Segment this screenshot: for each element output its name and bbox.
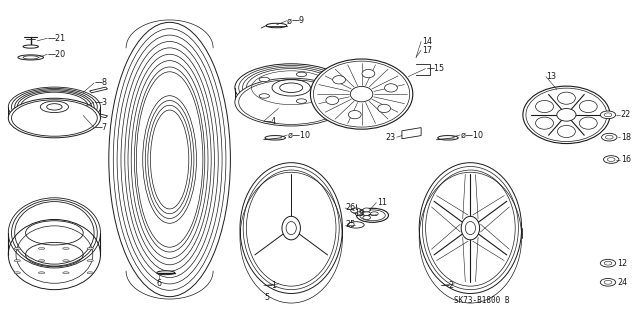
Text: 23: 23: [385, 133, 396, 142]
Ellipse shape: [378, 104, 390, 113]
Text: 18: 18: [621, 133, 631, 142]
Ellipse shape: [438, 136, 458, 140]
Ellipse shape: [38, 248, 45, 249]
Ellipse shape: [87, 248, 93, 249]
Text: 19: 19: [354, 209, 364, 218]
Ellipse shape: [18, 55, 44, 60]
Ellipse shape: [385, 84, 397, 92]
Ellipse shape: [296, 99, 307, 103]
Ellipse shape: [14, 260, 20, 262]
Text: 22: 22: [621, 110, 631, 119]
Ellipse shape: [8, 98, 100, 138]
Ellipse shape: [265, 136, 285, 140]
Ellipse shape: [557, 125, 575, 137]
Ellipse shape: [348, 222, 364, 228]
Ellipse shape: [419, 163, 522, 293]
Text: 16: 16: [621, 155, 631, 164]
Ellipse shape: [579, 100, 597, 113]
Text: —3: —3: [95, 98, 108, 107]
Text: 5: 5: [264, 293, 269, 302]
Ellipse shape: [235, 64, 348, 112]
Ellipse shape: [363, 208, 371, 212]
Ellipse shape: [310, 59, 413, 129]
Ellipse shape: [461, 216, 479, 240]
Ellipse shape: [600, 278, 616, 286]
Polygon shape: [402, 128, 421, 139]
Text: ø: ø: [287, 16, 292, 25]
Ellipse shape: [266, 23, 287, 28]
Ellipse shape: [523, 86, 610, 144]
Text: —8: —8: [95, 78, 108, 87]
Text: —1: —1: [264, 281, 277, 290]
Ellipse shape: [14, 248, 20, 249]
Polygon shape: [90, 112, 108, 118]
Polygon shape: [90, 87, 108, 93]
Ellipse shape: [600, 111, 616, 119]
Ellipse shape: [157, 271, 175, 275]
Text: —9: —9: [291, 16, 305, 25]
Ellipse shape: [87, 272, 93, 274]
Ellipse shape: [356, 208, 388, 222]
Ellipse shape: [363, 216, 371, 219]
Text: 13: 13: [547, 72, 557, 81]
Ellipse shape: [351, 208, 361, 213]
Ellipse shape: [235, 78, 348, 126]
Ellipse shape: [259, 94, 269, 98]
Text: —21: —21: [48, 34, 66, 43]
Ellipse shape: [319, 85, 330, 90]
Text: —2: —2: [442, 281, 455, 290]
Text: 6: 6: [156, 279, 161, 288]
Ellipse shape: [333, 76, 346, 84]
Ellipse shape: [87, 260, 93, 262]
Ellipse shape: [536, 117, 554, 129]
Ellipse shape: [602, 133, 617, 141]
Text: ø—10: ø—10: [288, 130, 311, 139]
Polygon shape: [289, 214, 332, 265]
Text: 17: 17: [422, 46, 433, 55]
Text: acura: acura: [367, 213, 378, 217]
Ellipse shape: [363, 212, 371, 216]
Text: SK73-B1800 B: SK73-B1800 B: [454, 296, 510, 305]
Text: —4: —4: [264, 117, 276, 126]
Ellipse shape: [109, 22, 230, 297]
Ellipse shape: [579, 117, 597, 129]
Text: —15: —15: [426, 64, 444, 73]
Ellipse shape: [348, 110, 361, 119]
Ellipse shape: [23, 45, 38, 48]
Ellipse shape: [63, 248, 69, 249]
Ellipse shape: [355, 212, 363, 216]
Text: —20: —20: [48, 50, 66, 59]
Ellipse shape: [63, 260, 69, 262]
Ellipse shape: [536, 100, 554, 113]
Ellipse shape: [557, 108, 576, 121]
Ellipse shape: [38, 272, 45, 274]
Ellipse shape: [296, 72, 307, 77]
Text: ø—10: ø—10: [461, 130, 484, 139]
Text: —7: —7: [95, 123, 108, 132]
Text: 25: 25: [346, 220, 356, 229]
Ellipse shape: [8, 87, 100, 127]
Ellipse shape: [38, 260, 45, 262]
Ellipse shape: [557, 92, 575, 104]
Polygon shape: [250, 214, 294, 265]
Ellipse shape: [259, 77, 269, 82]
Ellipse shape: [362, 70, 375, 78]
Ellipse shape: [350, 86, 373, 102]
Text: 24: 24: [618, 278, 628, 287]
Text: 14: 14: [422, 37, 433, 46]
Ellipse shape: [371, 212, 378, 216]
Ellipse shape: [14, 272, 20, 274]
Ellipse shape: [326, 96, 339, 105]
Ellipse shape: [63, 272, 69, 274]
Text: 11: 11: [377, 198, 387, 207]
Ellipse shape: [604, 156, 619, 163]
Ellipse shape: [600, 259, 616, 267]
Ellipse shape: [282, 216, 300, 240]
Polygon shape: [275, 174, 307, 220]
Text: 12: 12: [618, 259, 628, 268]
Ellipse shape: [240, 163, 342, 293]
Text: 26: 26: [346, 204, 356, 212]
